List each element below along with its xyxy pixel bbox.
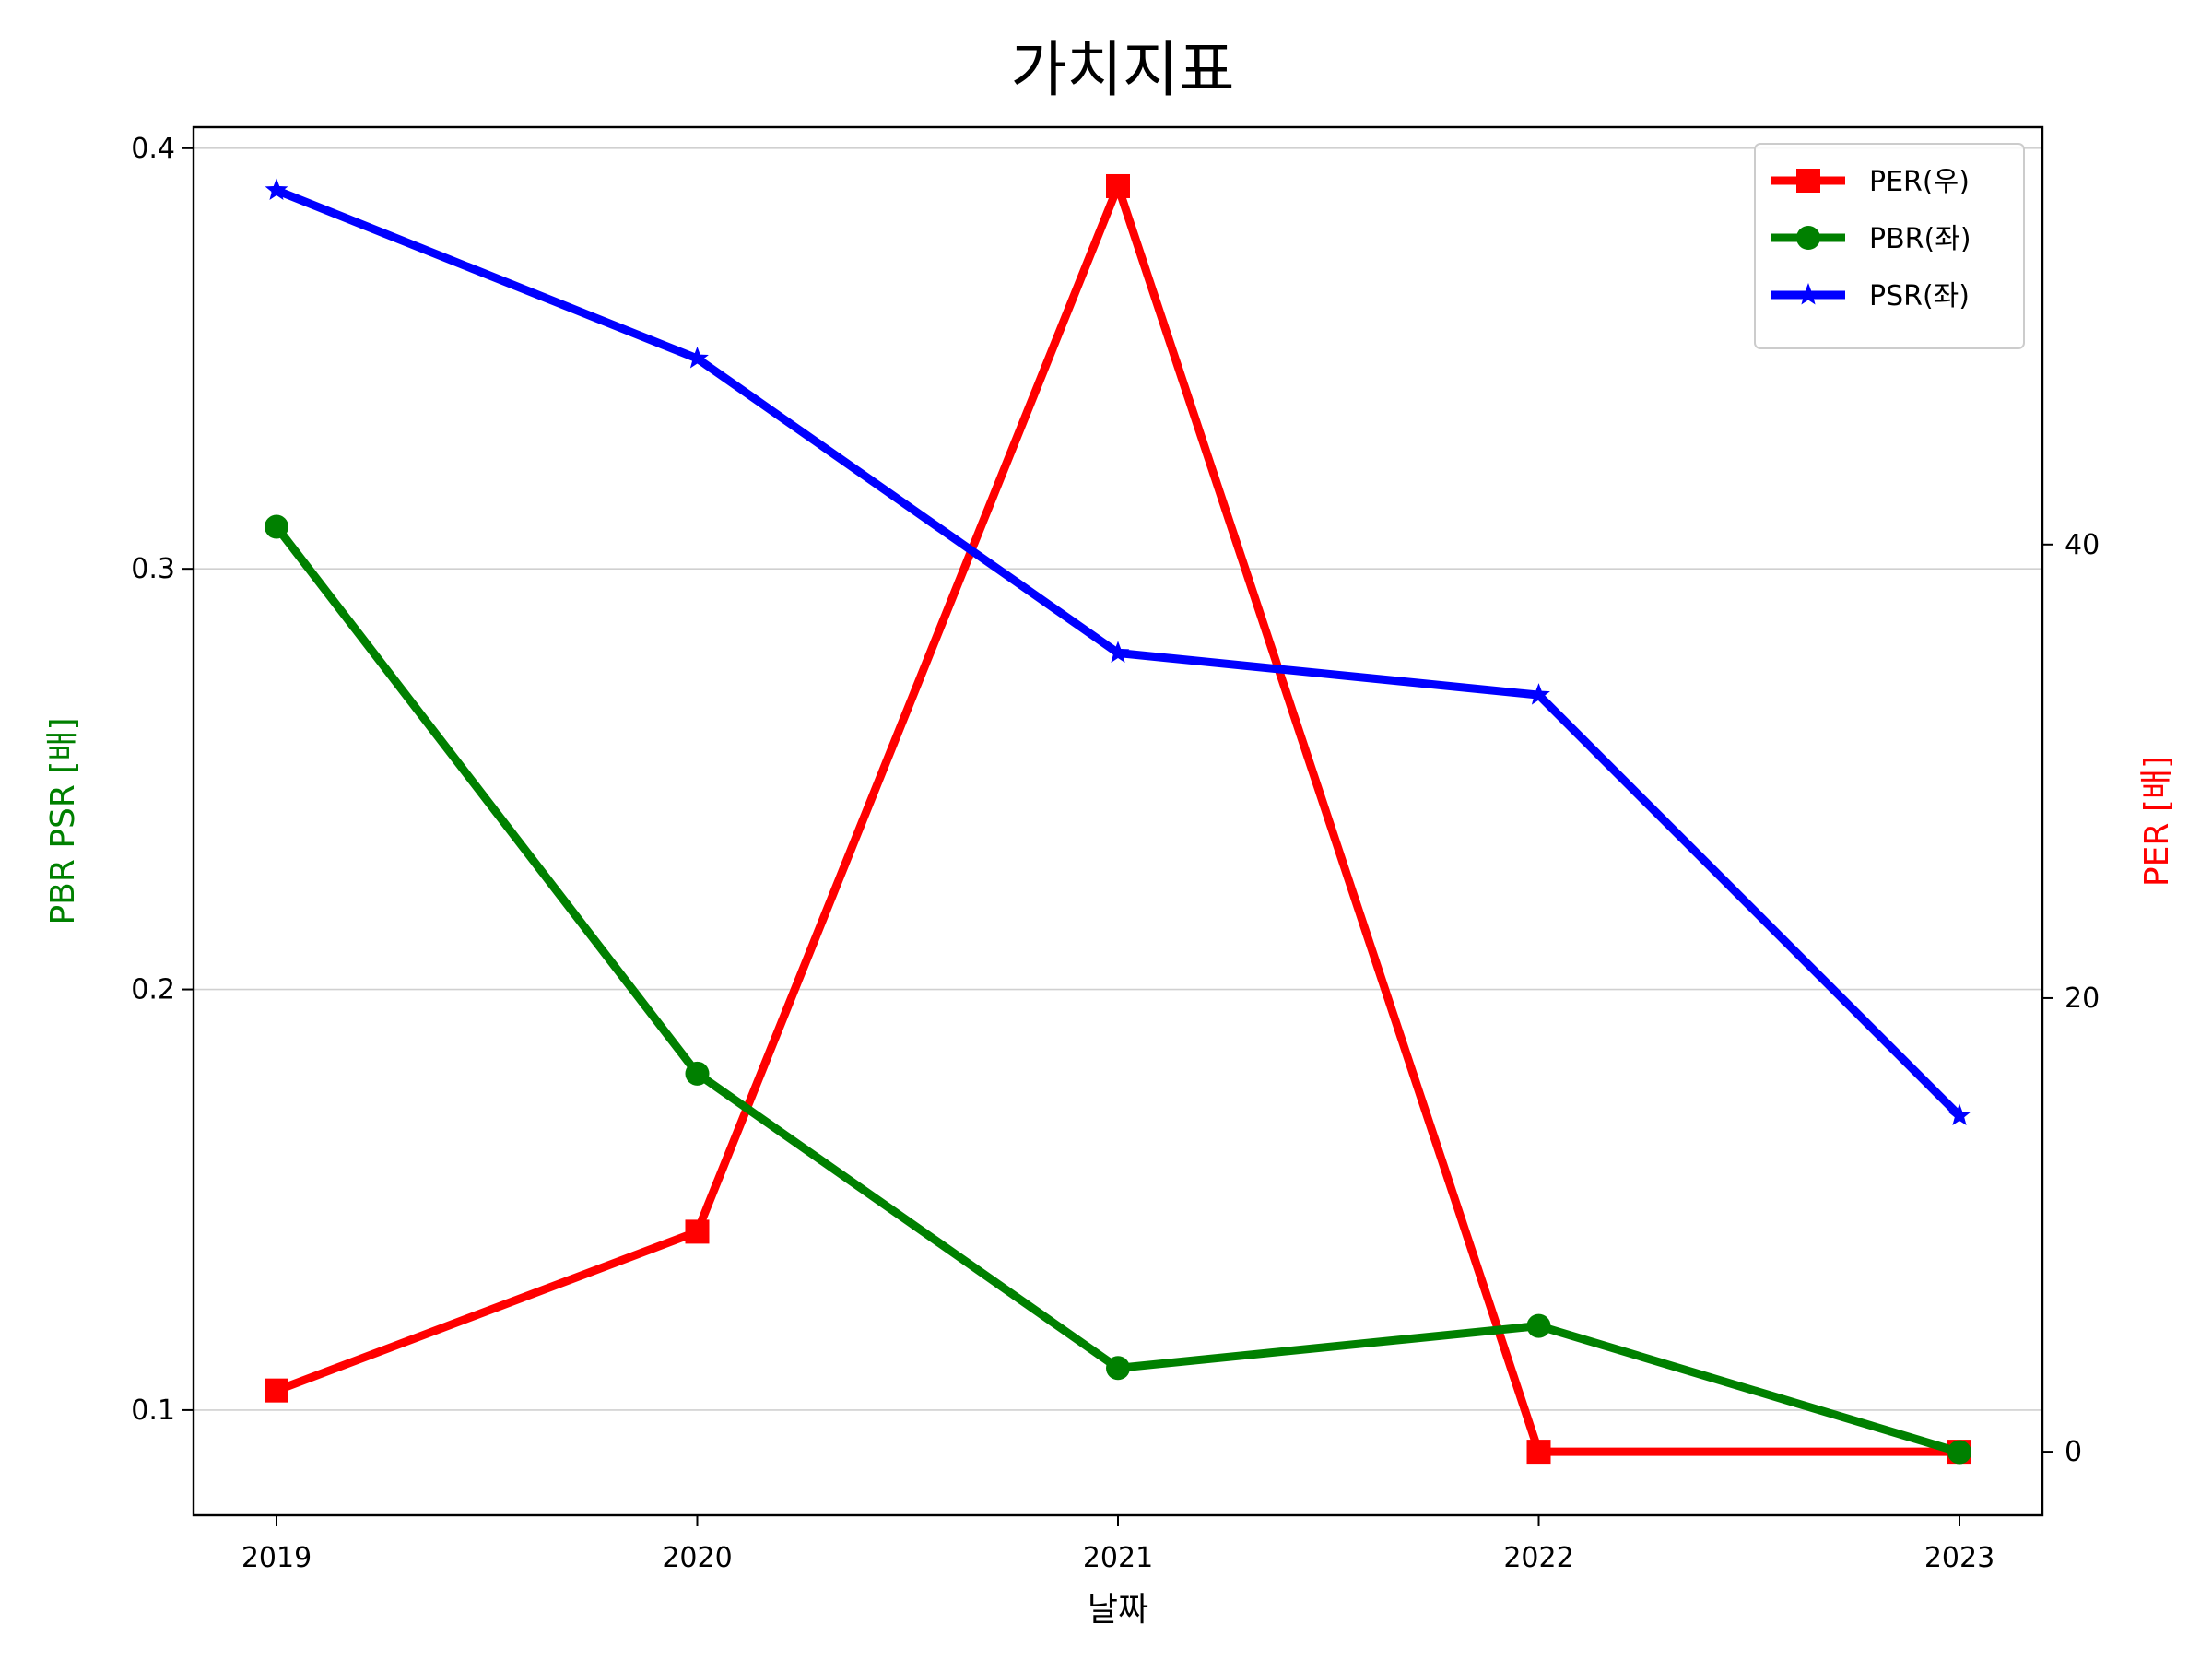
x-axis-title: 날짜 xyxy=(1088,1591,1148,1629)
left-y-axis-title: PBR PSR [배] xyxy=(44,717,82,924)
series-line-1 xyxy=(271,173,1964,1456)
data-point xyxy=(1106,1356,1130,1381)
data-point xyxy=(1947,1103,1971,1125)
data-point xyxy=(1527,683,1550,705)
right-tick-label: 20 xyxy=(2065,982,2100,1015)
series-layer xyxy=(265,173,1971,1465)
data-point xyxy=(265,178,288,200)
grid-lines xyxy=(194,147,2042,1411)
series-2 xyxy=(265,514,1971,1465)
axes: 0.1 0.2 0.3 0.4 0 20 40 2019 2020 2021 2022 2023 xyxy=(131,133,2100,1574)
legend-label: PSR(좌) xyxy=(1869,280,1970,312)
legend-marker xyxy=(1796,169,1820,193)
data-point xyxy=(686,347,709,369)
data-point xyxy=(1526,1313,1551,1338)
x-tick-label: 2020 xyxy=(662,1542,732,1574)
data-point xyxy=(1947,1440,1971,1465)
left-tick-label: 0.2 xyxy=(131,974,175,1006)
data-point xyxy=(1106,173,1130,198)
data-point xyxy=(265,514,288,539)
x-tick-label: 2023 xyxy=(1924,1542,1994,1574)
right-tick-label: 0 xyxy=(2065,1436,2082,1468)
legend: PER(우) PBR(좌) PSR(좌) xyxy=(1754,143,2025,349)
legend-label: PER(우) xyxy=(1869,166,1970,198)
data-point xyxy=(1526,1440,1551,1465)
series-3 xyxy=(265,178,1971,1125)
data-point xyxy=(1106,641,1130,663)
x-tick-label: 2022 xyxy=(1503,1542,1573,1574)
legend-marker xyxy=(1796,283,1820,305)
data-point xyxy=(685,1061,710,1086)
series-1 xyxy=(265,173,1971,1465)
x-tick-label: 2019 xyxy=(241,1542,312,1574)
x-tick-label: 2021 xyxy=(1083,1542,1153,1574)
data-point xyxy=(265,1378,288,1403)
data-point xyxy=(685,1219,710,1244)
chart-title: 가치지표 xyxy=(1011,34,1235,105)
left-tick-label: 0.3 xyxy=(131,553,175,585)
legend-marker xyxy=(1796,226,1820,250)
legend-label: PBR(좌) xyxy=(1869,223,1971,255)
right-y-axis-title: PER [배] xyxy=(2138,756,2176,887)
left-tick-label: 0.1 xyxy=(131,1394,175,1427)
left-tick-label: 0.4 xyxy=(131,133,175,165)
right-tick-label: 40 xyxy=(2065,529,2100,561)
